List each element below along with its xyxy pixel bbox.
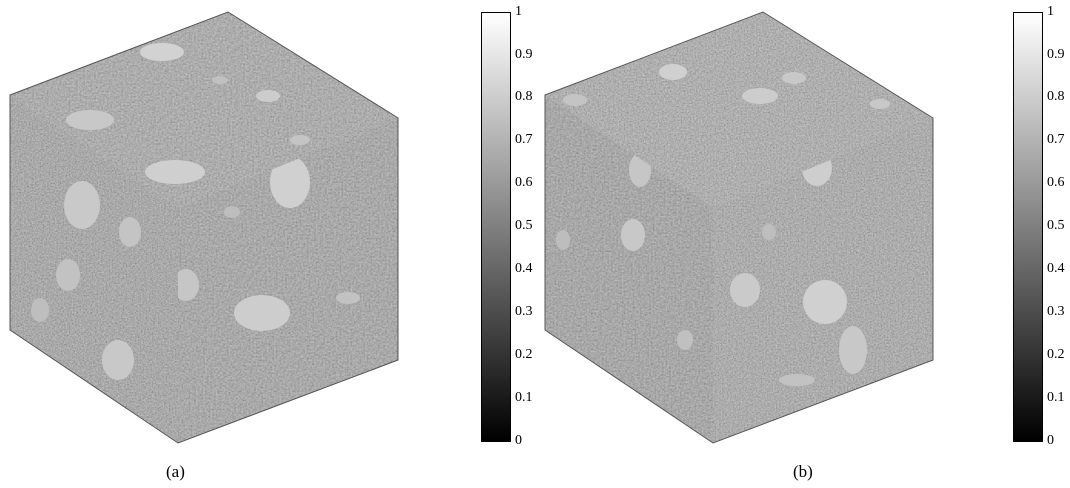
colorbar-tick: 0.8 — [1047, 89, 1065, 104]
caption: (b) — [793, 462, 813, 481]
panel-b: 1 0.9 0.8 0.7 0.6 0.5 0.4 0.3 0.2 0.1 0 … — [535, 0, 1070, 488]
colorbar-tick: 0.7 — [515, 132, 533, 147]
colorbar-tick: 0.9 — [1047, 47, 1065, 62]
colorbar — [481, 12, 511, 442]
colorbar — [1013, 12, 1043, 442]
colorbar-tick: 0.3 — [1047, 304, 1065, 319]
colorbar-tick: 1 — [1047, 4, 1054, 19]
caption: (a) — [166, 462, 185, 481]
colorbar-tick: 0.5 — [515, 218, 533, 233]
colorbar-tick: 0.6 — [515, 175, 533, 190]
colorbar-tick: 0.2 — [515, 347, 533, 362]
colorbar-tick: 1 — [515, 4, 522, 19]
colorbar-tick: 0.4 — [1047, 261, 1065, 276]
colorbar-tick: 0.1 — [515, 390, 533, 405]
colorbar-tick: 0.1 — [1047, 390, 1065, 405]
colorbar-tick: 0.5 — [1047, 218, 1065, 233]
colorbar-tick: 0.7 — [1047, 132, 1065, 147]
colorbar-tick: 0.4 — [515, 261, 533, 276]
cube-render — [9, 11, 399, 444]
colorbar-tick: 0 — [1047, 433, 1054, 448]
colorbar-tick: 0.3 — [515, 304, 533, 319]
colorbar-tick: 0.9 — [515, 47, 533, 62]
colorbar-tick: 0.2 — [1047, 347, 1065, 362]
colorbar-tick: 0 — [515, 433, 522, 448]
colorbar-tick: 0.8 — [515, 89, 533, 104]
panel-a: 1 0.9 0.8 0.7 0.6 0.5 0.4 0.3 0.2 0.1 0 … — [9, 4, 533, 481]
cube-render — [544, 11, 934, 444]
colorbar-tick: 0.6 — [1047, 175, 1065, 190]
